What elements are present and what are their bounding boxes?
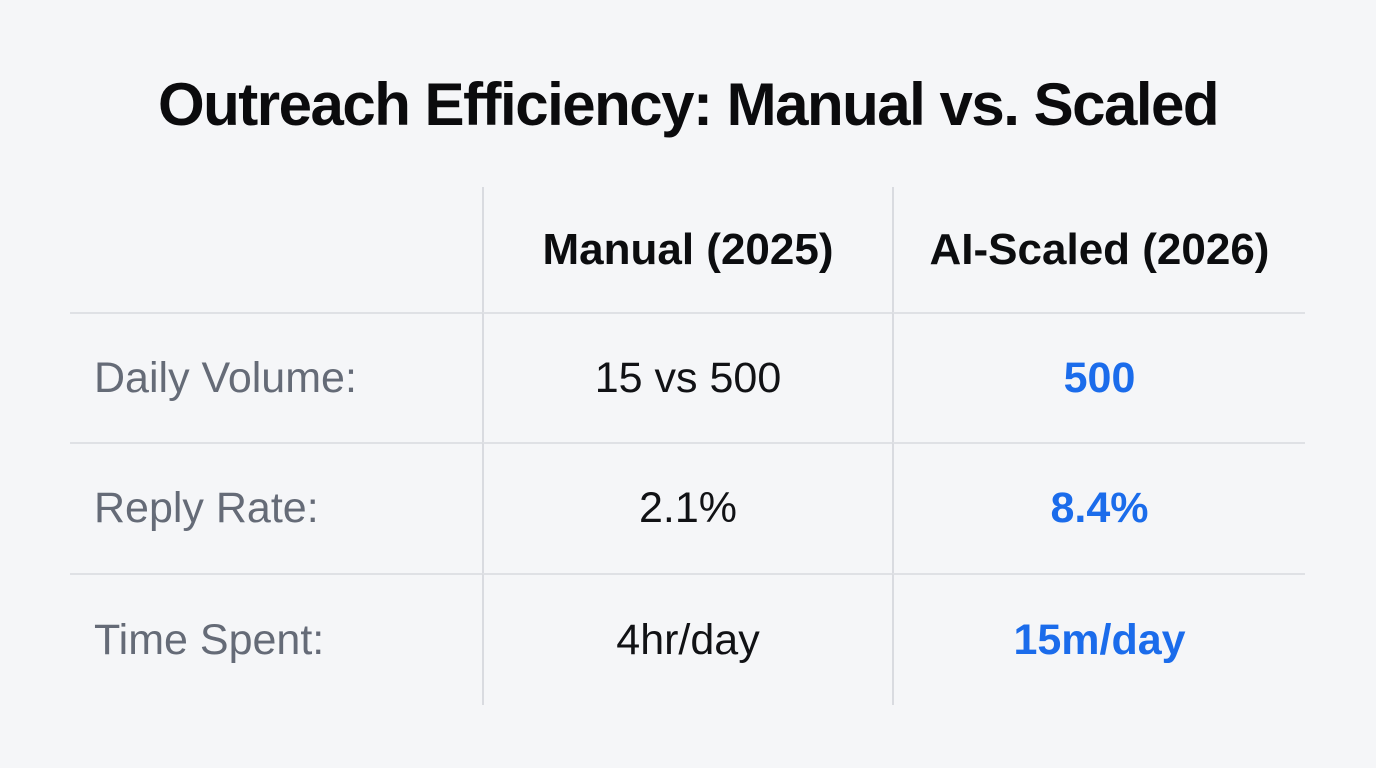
row-label-daily-volume: Daily Volume: <box>70 312 482 442</box>
comparison-table: Manual (2025) AI-Scaled (2026) Daily Vol… <box>70 187 1305 705</box>
row-label-time-spent: Time Spent: <box>70 573 482 705</box>
header-spacer-cell <box>70 187 482 312</box>
value-time-spent-scaled: 15m/day <box>892 573 1305 705</box>
value-reply-rate-scaled: 8.4% <box>892 442 1305 573</box>
value-daily-volume-scaled: 500 <box>892 312 1305 442</box>
value-daily-volume-manual: 15 vs 500 <box>482 312 892 442</box>
column-header-manual: Manual (2025) <box>482 187 892 312</box>
column-header-ai-scaled: AI-Scaled (2026) <box>892 187 1305 312</box>
page-title: Outreach Efficiency: Manual vs. Scaled <box>157 71 1220 138</box>
value-time-spent-manual: 4hr/day <box>482 573 892 705</box>
value-reply-rate-manual: 2.1% <box>482 442 892 573</box>
row-label-reply-rate: Reply Rate: <box>70 442 482 573</box>
